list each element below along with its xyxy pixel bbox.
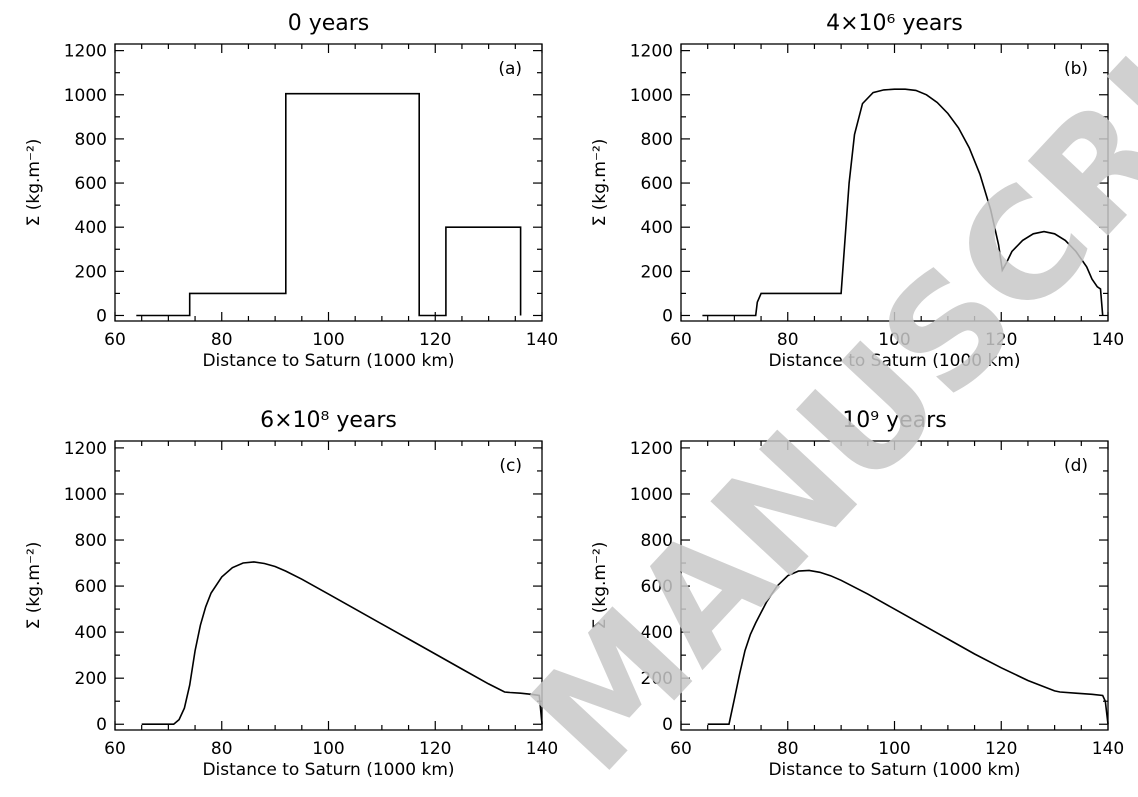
x-tick-label: 80 <box>777 330 799 350</box>
x-tick-label: 60 <box>670 330 692 350</box>
x-tick-label: 140 <box>1092 330 1124 350</box>
y-tick-label: 1000 <box>630 485 673 505</box>
y-tick-label: 800 <box>75 531 107 551</box>
x-axis-label: Distance to Saturn (1000 km) <box>768 760 1020 780</box>
series-line <box>136 92 522 317</box>
y-tick-label: 1200 <box>64 439 107 459</box>
panel-label: (c) <box>499 456 522 476</box>
y-tick-label: 0 <box>662 715 673 735</box>
y-axis-label: Σ (kg.m⁻²) <box>24 542 44 630</box>
y-tick-label: 0 <box>96 306 107 326</box>
y-tick-label: 400 <box>641 623 673 643</box>
x-tick-label: 60 <box>104 739 126 759</box>
y-tick-label: 800 <box>641 531 673 551</box>
y-tick-label: 600 <box>75 577 107 597</box>
y-tick-label: 800 <box>75 130 107 150</box>
y-tick-label: 800 <box>641 130 673 150</box>
x-tick-label: 100 <box>878 739 910 759</box>
panel-c: 6×10⁸ years (c) 60 80 100 120 140 0 200 400 600 800… <box>24 408 558 780</box>
x-tick-label: 140 <box>526 739 558 759</box>
panel-title: 10⁹ years <box>842 408 946 433</box>
panels: 0 years(a)60 80 100 120 14002004006008001000… <box>24 11 1124 780</box>
panel-title: 0 years <box>288 11 370 36</box>
y-tick-label: 200 <box>75 262 107 282</box>
y-tick-label: 1000 <box>64 485 107 505</box>
panel-label: (d) <box>1064 456 1088 476</box>
x-tick-label: 100 <box>878 330 910 350</box>
series-line <box>707 569 1109 725</box>
x-tick-label: 60 <box>104 330 126 350</box>
panel-a: 0 years (a) 60 80 100 120 140 0 200 400 600 800 1000… <box>24 11 558 371</box>
y-tick-label: 400 <box>641 218 673 238</box>
series-line <box>141 561 543 725</box>
x-tick-label: 120 <box>419 330 451 350</box>
y-tick-label: 1200 <box>630 439 673 459</box>
panel-label: (a) <box>498 59 522 79</box>
plot-frame <box>114 43 543 322</box>
y-tick-label: 600 <box>75 174 107 194</box>
panel-label: (b) <box>1064 59 1088 79</box>
panel-title: 4×10⁶ years <box>826 11 963 36</box>
y-tick-label: 600 <box>641 174 673 194</box>
y-tick-label: 1000 <box>64 86 107 106</box>
y-tick-label: 1200 <box>630 42 673 62</box>
x-tick-label: 140 <box>1092 739 1124 759</box>
series-line <box>702 88 1104 317</box>
x-tick-label: 80 <box>211 330 233 350</box>
y-axis-label: Σ (kg.m⁻²) <box>590 139 610 227</box>
watermark-text: MANUSCRIPT <box>499 0 1138 797</box>
y-tick-label: 1000 <box>630 86 673 106</box>
y-tick-label: 600 <box>641 577 673 597</box>
x-tick-label: 60 <box>670 739 692 759</box>
y-tick-label: 0 <box>662 306 673 326</box>
y-tick-label: 400 <box>75 623 107 643</box>
x-tick-label: 120 <box>419 739 451 759</box>
y-tick-label: 0 <box>96 715 107 735</box>
x-tick-label: 80 <box>777 739 799 759</box>
y-tick-label: 400 <box>75 218 107 238</box>
x-axis-label: Distance to Saturn (1000 km) <box>202 351 454 371</box>
y-tick-label: 200 <box>641 262 673 282</box>
panel-b: 4×10⁶ years (b) 60 80 100 120 140 0 200 400 600 800… <box>590 11 1124 371</box>
x-tick-label: 100 <box>312 739 344 759</box>
y-axis-label: Σ (kg.m⁻²) <box>24 139 44 227</box>
x-tick-label: 100 <box>312 330 344 350</box>
panel-d: 10⁹ years (d) 60 80 100 120 140 0 200 400 600 800 10… <box>590 408 1124 780</box>
x-axis-label: Distance to Saturn (1000 km) <box>768 351 1020 371</box>
y-tick-label: 200 <box>75 669 107 689</box>
x-axis-label: Distance to Saturn (1000 km) <box>202 760 454 780</box>
plot-frame <box>114 440 543 731</box>
y-axis-label: Σ (kg.m⁻²) <box>590 542 610 630</box>
y-tick-label: 1200 <box>64 42 107 62</box>
y-tick-label: 200 <box>641 669 673 689</box>
x-tick-label: 140 <box>526 330 558 350</box>
x-tick-label: 120 <box>985 330 1017 350</box>
x-tick-label: 120 <box>985 739 1017 759</box>
panel-title: 6×10⁸ years <box>260 408 397 433</box>
x-tick-label: 80 <box>211 739 233 759</box>
